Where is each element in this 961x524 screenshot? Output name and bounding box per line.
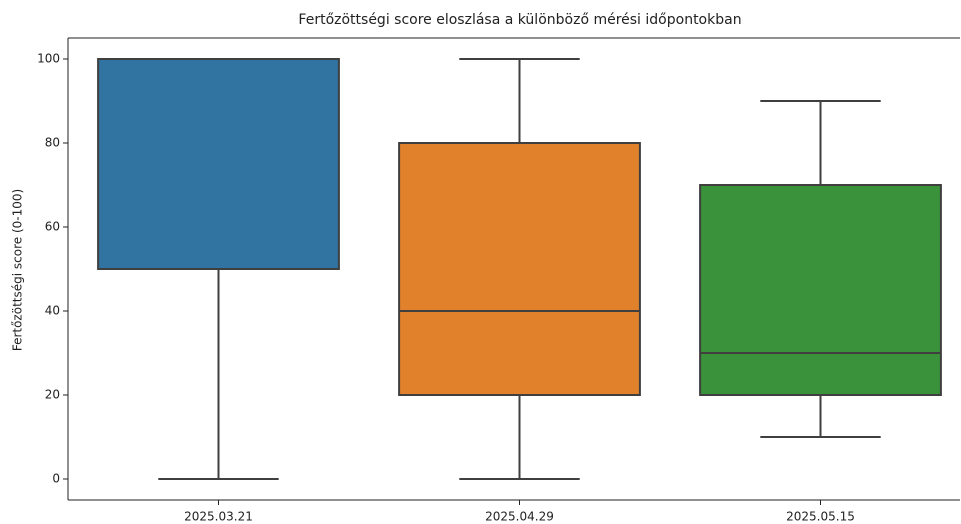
- y-axis-label: Fertőzöttségi score (0-100): [11, 189, 25, 351]
- y-tick-label: 60: [45, 220, 60, 234]
- x-tick-label: 2025.04.29: [485, 510, 554, 524]
- y-tick-label: 40: [45, 304, 60, 318]
- x-tick-label: 2025.03.21: [184, 510, 253, 524]
- box: [398, 142, 641, 396]
- y-tick-label: 0: [52, 472, 60, 486]
- x-tick-label: 2025.05.15: [786, 510, 855, 524]
- chart-title: Fertőzöttségi score eloszlása a különböz…: [298, 12, 741, 28]
- box: [699, 184, 942, 396]
- box: [97, 58, 340, 270]
- y-tick-label: 20: [45, 388, 60, 402]
- y-tick-label: 100: [37, 52, 60, 66]
- y-tick-label: 80: [45, 136, 60, 150]
